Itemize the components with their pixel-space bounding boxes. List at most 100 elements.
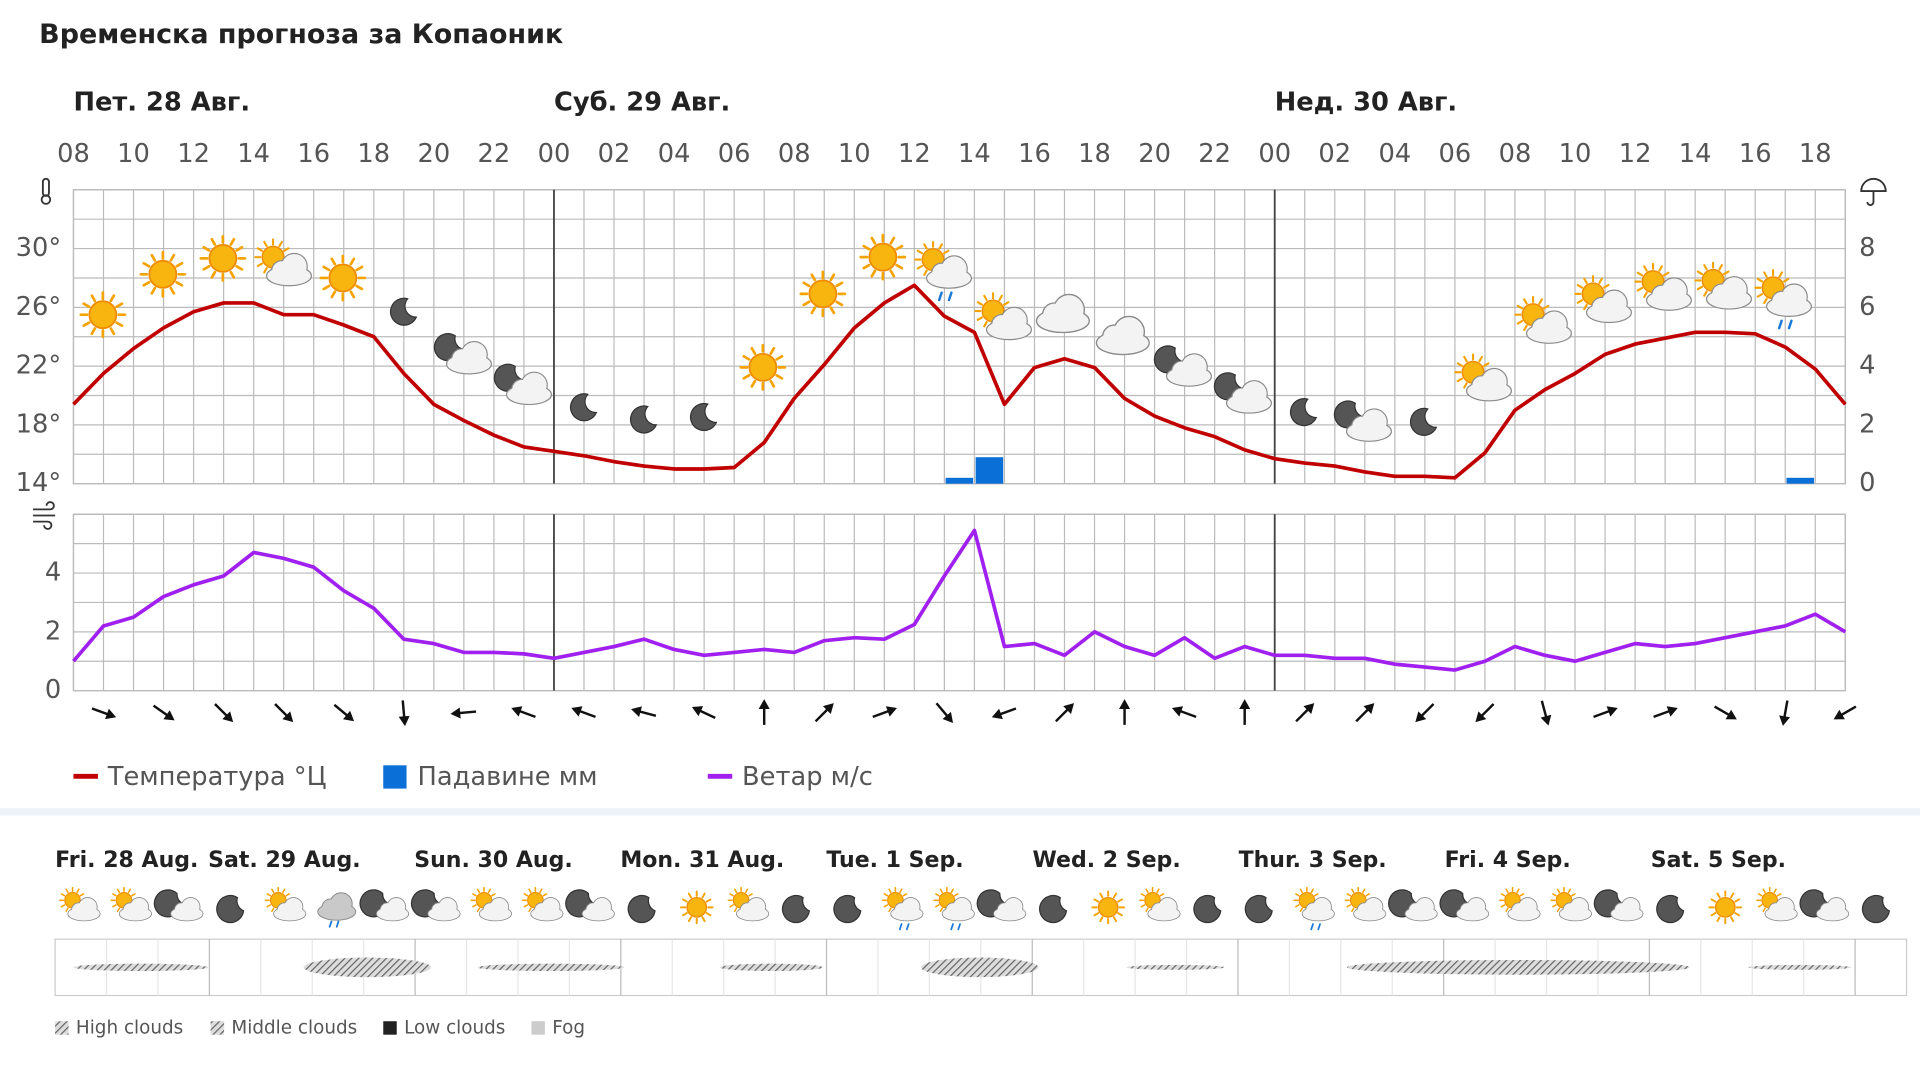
legend-swatch	[210, 1021, 225, 1035]
sun-ray	[116, 888, 121, 894]
moon	[1193, 895, 1222, 924]
cloud	[1361, 409, 1387, 435]
legend-swatch	[383, 765, 407, 789]
rain-drop	[1317, 923, 1321, 931]
sun-ray	[90, 294, 97, 303]
x-tick-label: 16	[1018, 139, 1051, 169]
x-tick-label: 18	[1078, 139, 1111, 169]
sun	[328, 263, 358, 293]
cloud	[438, 898, 457, 916]
x-tick-label: 12	[177, 139, 210, 169]
moon	[569, 393, 598, 422]
sun-ray	[1456, 362, 1464, 367]
y-tick-label: 2	[45, 616, 61, 646]
sun-ray	[175, 261, 184, 268]
sun-ray	[1716, 916, 1721, 923]
sun-ray	[895, 244, 904, 251]
sun-ray	[523, 904, 529, 908]
arrow-head	[282, 711, 294, 723]
sun-ray	[150, 286, 157, 295]
wind-arrow	[1119, 699, 1131, 725]
sun-ray	[1757, 893, 1763, 897]
sun-ray	[1351, 907, 1355, 913]
sun-ray	[1483, 362, 1490, 367]
weather-icon	[727, 886, 770, 922]
y-tick-label: 30°	[16, 233, 62, 263]
x-tick-label: 12	[1619, 139, 1652, 169]
sun-ray	[862, 244, 871, 251]
sun-ray	[1351, 888, 1355, 894]
sun-ray	[750, 346, 757, 355]
sun-ray	[729, 904, 734, 908]
weather-icon	[1333, 400, 1392, 442]
sun	[88, 300, 118, 330]
weather-icon	[974, 292, 1032, 341]
x-tick-label: 18	[357, 139, 390, 169]
sun-ray	[169, 253, 176, 262]
weather-icon	[317, 892, 357, 928]
arrow-head	[942, 711, 954, 723]
sun-ray	[935, 904, 940, 908]
sun-ray	[322, 284, 331, 291]
sun-ray	[953, 893, 959, 897]
arrow-head	[691, 706, 704, 717]
sun-ray	[355, 265, 364, 272]
sun-ray	[1478, 355, 1483, 363]
sun-ray	[1756, 293, 1764, 298]
weather-icon	[1754, 269, 1812, 330]
wind-arrow	[1171, 706, 1197, 718]
sun-ray	[1734, 898, 1741, 903]
y-tick-label: 14°	[16, 468, 62, 498]
cloud	[1775, 898, 1794, 916]
sun-ray	[116, 907, 121, 913]
sun-ray	[472, 893, 477, 897]
day-label: Tue. 1 Sep.	[826, 848, 963, 873]
sun-ray	[523, 893, 529, 897]
weather-icon	[976, 889, 1027, 922]
weather-icon	[433, 333, 492, 375]
arrow-head	[511, 706, 523, 717]
cloud	[1004, 898, 1023, 916]
moon	[216, 895, 245, 924]
wind-line	[72, 528, 1847, 672]
cloud	[1313, 898, 1332, 916]
weather-icon	[359, 889, 410, 922]
sun-ray	[983, 320, 988, 328]
cloud	[1827, 898, 1846, 916]
weather-icon	[1656, 895, 1685, 924]
weather-icon	[216, 895, 245, 924]
sun-ray	[1117, 898, 1123, 903]
sun-ray	[682, 898, 688, 903]
x-tick-label: 00	[538, 139, 571, 169]
sun-ray	[1516, 888, 1520, 894]
cloud-band	[73, 963, 209, 972]
sun-ray	[775, 373, 784, 380]
sun-ray	[1556, 888, 1561, 894]
weather-icon	[199, 234, 247, 282]
weather-icon	[1289, 398, 1318, 427]
cloud	[901, 898, 920, 916]
sun-ray	[769, 346, 776, 355]
wind-arrow	[274, 703, 294, 723]
legend-label: Температура °Ц	[107, 762, 327, 792]
wind-arrow	[872, 706, 897, 718]
sun-ray	[1112, 916, 1118, 923]
sun-ray	[943, 249, 950, 255]
weather-icon	[59, 886, 101, 922]
sun-ray	[487, 888, 492, 894]
cloud	[1781, 284, 1807, 310]
day-label: Нед. 30 Авг.	[1275, 87, 1457, 117]
sun-ray	[687, 892, 692, 899]
moon	[781, 895, 810, 924]
wind-arrow	[1415, 703, 1435, 723]
sun-ray	[528, 888, 532, 894]
day-label: Sun. 30 Aug.	[414, 848, 572, 873]
weather-icon	[110, 886, 152, 922]
sun-ray	[1583, 277, 1588, 284]
sun-ray	[90, 327, 97, 336]
sun-ray	[1140, 893, 1146, 897]
arrow-head	[450, 707, 461, 719]
wind-arrow	[758, 699, 770, 725]
weather-icon	[1035, 293, 1090, 334]
sun-ray	[899, 888, 903, 894]
